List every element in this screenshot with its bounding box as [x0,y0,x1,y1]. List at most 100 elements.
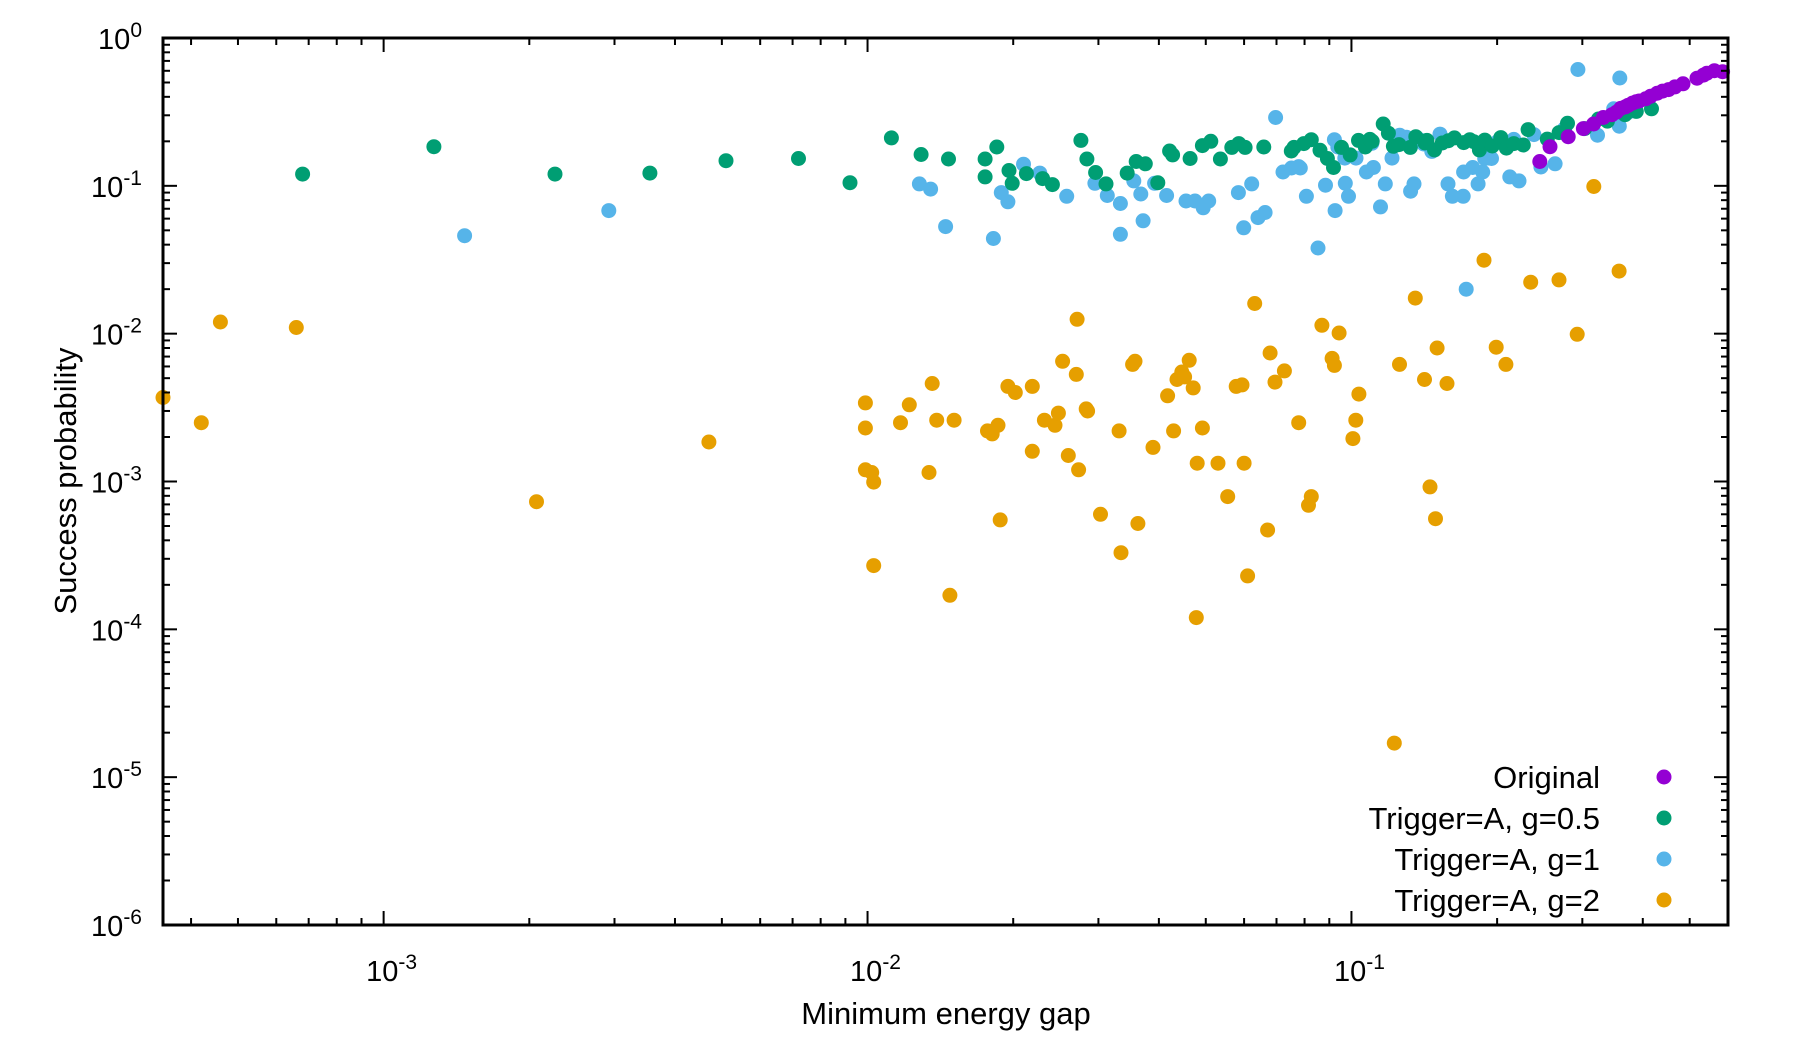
x-tick-label: 10-3 [366,951,417,988]
x-tick-label: 10-2 [850,951,901,988]
data-point [1080,403,1096,419]
data-point [1160,388,1176,404]
data-point [791,151,806,166]
data-point [1498,356,1514,372]
data-point [1127,353,1143,369]
data-point [1188,610,1204,626]
data-point [1177,369,1193,385]
data-point [426,139,442,155]
y-tick-label: 10-1 [91,167,142,204]
data-point [1303,132,1319,148]
data-point [1337,175,1353,191]
data-point [1310,240,1326,256]
legend-item: Original [1493,760,1672,795]
data-point [989,139,1005,155]
data-point [1159,188,1175,203]
data-point [1201,193,1217,209]
data-point [977,169,993,185]
data-point [1314,317,1330,333]
data-point [1542,139,1558,155]
x-tick-label: 10-1 [1334,951,1385,988]
data-point [1429,340,1445,356]
data-point [1135,213,1151,229]
data-point [946,412,962,428]
y-tick-label: 10-5 [91,758,142,795]
series-3 [295,101,1659,193]
data-point [1240,568,1256,584]
data-point [1364,133,1380,149]
data-point [1484,151,1499,166]
data-point [1444,188,1460,204]
data-point [1059,188,1075,204]
data-point [1476,252,1492,268]
legend-marker [1656,769,1672,785]
data-point [1230,185,1246,201]
data-point [1262,345,1278,361]
data-point [1326,357,1342,373]
data-point [1166,423,1182,439]
data-point [1018,166,1034,182]
data-point [1220,489,1236,505]
data-point [1348,412,1364,428]
data-point [1145,439,1161,455]
data-point [1189,455,1205,471]
x-axis-title: Minimum energy gap [801,996,1090,1031]
data-point [1440,176,1456,192]
series-1 [155,179,1627,751]
data-point [1351,386,1367,402]
legend-item: Trigger=A, g=1 [1394,842,1672,877]
legend-label: Trigger=A, g=0.5 [1369,801,1601,836]
data-point [642,165,658,181]
data-point [1417,372,1432,387]
data-point [857,395,873,411]
data-point [1377,176,1393,192]
data-point [1675,76,1691,92]
data-point [911,176,927,192]
data-point [1210,455,1226,471]
data-point [193,415,209,431]
legend-marker [1656,851,1672,867]
data-point [1099,188,1115,203]
data-point [893,415,908,431]
data-point [1256,139,1272,155]
data-point [1341,188,1356,204]
data-point [883,130,899,146]
data-point [1119,165,1135,181]
data-point [1024,443,1040,459]
data-point [1532,154,1548,169]
data-point [992,512,1008,528]
data-point [1407,290,1423,306]
data-point [1560,129,1576,145]
series-4 [1532,63,1731,169]
data-point [1318,177,1333,193]
data-point [977,151,993,167]
data-point [1055,353,1071,369]
data-point [1093,506,1108,522]
data-point [857,420,873,436]
y-tick-label: 10-4 [91,610,142,647]
y-tick-label: 10-2 [91,315,142,352]
data-point [1523,274,1539,290]
data-point [1257,205,1273,220]
data-point [529,494,544,510]
data-point [1569,326,1585,342]
legend-label: Original [1493,760,1600,795]
data-point [1342,147,1358,163]
data-point [701,434,717,450]
data-point [1291,415,1307,431]
data-point [1422,479,1438,495]
data-point [1150,175,1166,191]
data-point [1004,175,1020,191]
data-point [1327,203,1343,219]
data-point [1194,420,1210,436]
data-point [1268,110,1284,125]
data-point [1181,352,1197,368]
data-point [718,153,734,169]
data-point [1112,196,1128,211]
data-point [295,166,311,182]
data-point [1406,176,1422,192]
data-point [1236,220,1252,236]
data-point [1276,363,1292,379]
data-point [923,181,939,197]
data-point [1520,122,1536,138]
